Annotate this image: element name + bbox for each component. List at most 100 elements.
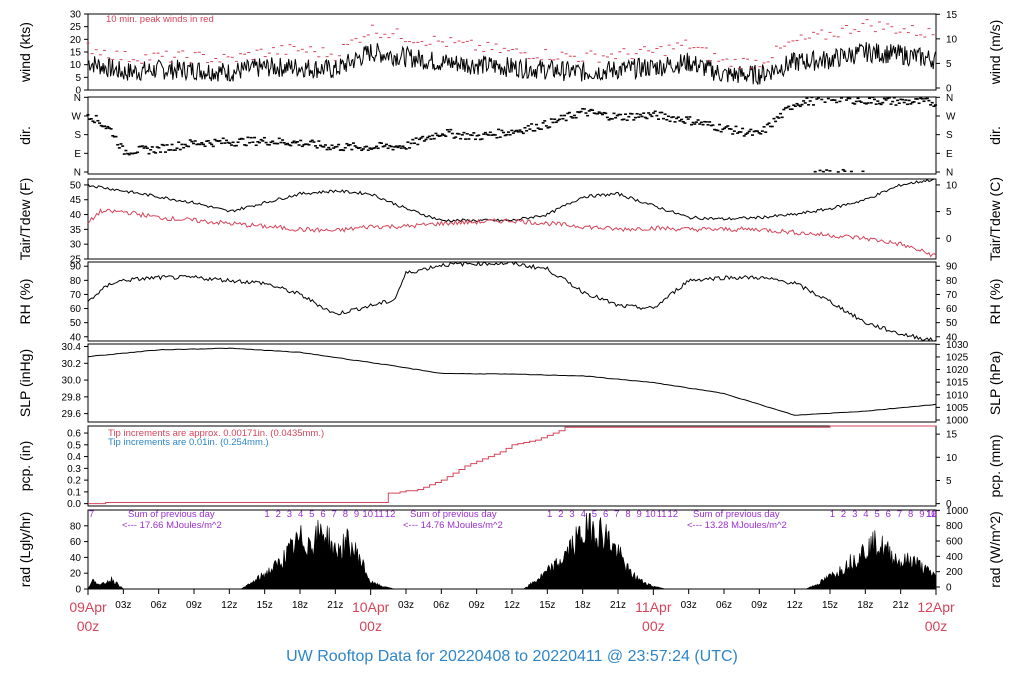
rad-sum-label: Sum of previous day [693, 509, 780, 520]
dir-tick-left-label: W [72, 111, 82, 122]
rh-panel-ytick-left-label: 90 [70, 262, 82, 273]
x-day-label: 09Apr [69, 599, 107, 615]
rh-panel-ytick-left-label: 70 [70, 290, 82, 301]
pcp-tick-left-label: 0.3 [67, 464, 81, 475]
slp-tick-left-label: 29.6 [62, 409, 82, 420]
pcp-tick-right-label: 0 [946, 499, 952, 510]
rad-hour-mark: 10 [926, 509, 937, 520]
rad-hour-mark: 10 [362, 509, 373, 520]
pcp-tick-left-label: 0.2 [67, 476, 81, 487]
rad-hour-mark: 1 [830, 509, 835, 520]
x-tick-label: 15z [257, 600, 273, 611]
rad-sum-value: <--- 14.76 MJoules/m^2 [403, 520, 503, 531]
slp-tick-left-label: 30.2 [62, 359, 82, 370]
rh-panel-ylabel-right: RH (%) [987, 279, 1003, 325]
pcp-note-blue: Tip increments are 0.01in. (0.254mm.) [108, 437, 269, 448]
x-day-label: 11Apr [635, 599, 672, 615]
wind-panel-ytick-right-label: 5 [946, 59, 952, 70]
wind-panel-ytick-left-label: 30 [70, 10, 82, 21]
rad-hour-mark: 5 [592, 509, 597, 520]
rad-panel-ytick-right-label: 400 [946, 552, 963, 563]
slp-panel-ytick-right-label: 1005 [946, 403, 969, 414]
rad-sum-value: <--- 17.66 MJoules/m^2 [122, 520, 222, 531]
slp-panel-ylabel-right: SLP (hPa) [987, 351, 1003, 415]
pcp-tick-left-label: 0.1 [67, 487, 81, 498]
chart-title: UW Rooftop Data for 20220408 to 20220411… [286, 648, 738, 665]
rad-hour-mark: 7 [614, 509, 619, 520]
rad-panel-ytick-right-label: 200 [946, 567, 963, 578]
dir-tick-right-label: W [946, 111, 956, 122]
rad-hour-mark: 9 [637, 509, 642, 520]
dir-tick-right-label: N [946, 168, 953, 179]
temp-panel-ytick-left-label: 30 [70, 240, 82, 251]
rad-hour-mark: 8 [343, 509, 348, 520]
rad-hour-mark: 12 [667, 509, 678, 520]
x-tick-label: 03z [115, 600, 131, 611]
rad-hour-mark: 3 [287, 509, 292, 520]
rad-panel-ytick-right-label: 1000 [946, 506, 969, 517]
x-tick-label: 06z [433, 600, 449, 611]
rad-hour-mark: 4 [581, 509, 586, 520]
rh-panel-frame [87, 261, 937, 342]
slp-panel-ytick-right-label: 1000 [946, 416, 969, 427]
rad-hour-mark: 2 [841, 509, 846, 520]
x-tick-label: 06z [151, 600, 167, 611]
rad-hour-mark: 12 [926, 509, 937, 520]
x-tick-label: 21z [327, 600, 343, 611]
rad-hour-mark: 9 [919, 509, 924, 520]
slp-tick-left-label: 29.8 [62, 392, 82, 403]
slp-panel-ytick-right-label: 1010 [946, 390, 969, 401]
rad-tick-left-label: 20 [70, 569, 82, 580]
rad-hour-mark: 3 [852, 509, 857, 520]
rad-hour-mark: 6 [886, 509, 891, 520]
temp-panel-ytick-left-label: 45 [70, 195, 82, 206]
wind-panel-ylabel-right: wind (m/s) [987, 20, 1003, 86]
wind-panel-ytick-left-label: 25 [70, 22, 82, 33]
temp-tick-right-label: 10 [946, 180, 958, 191]
pcp-tick-right-label: 10 [946, 453, 958, 464]
rad-hour-mark: 5 [874, 509, 879, 520]
slp-panel-ylabel-left: SLP (inHg) [17, 349, 33, 417]
rh-panel-ytick-left-label: 50 [70, 318, 82, 329]
rh-line [87, 260, 937, 342]
wind-panel-ytick-left-label: 5 [75, 73, 81, 84]
dir-panel-ylabel-left: dir. [17, 126, 33, 145]
rad-sum-label: Sum of previous day [128, 509, 215, 520]
x-tick-label: 18z [292, 600, 308, 611]
temp-panel-ylabel-left: Tair/Tdew (F) [17, 178, 33, 260]
slp-panel-ytick-right-label: 1030 [946, 340, 969, 351]
tair-line [87, 178, 936, 223]
rad-tick-left-label: 80 [70, 521, 82, 532]
rad-hour-mark: 6 [603, 509, 608, 520]
pcp-panel-ylabel-left: pcp. (in) [17, 441, 33, 492]
rh-tick-right-label: 80 [946, 276, 958, 287]
temp-panel-ylabel-right: Tair/Tdew (C) [987, 177, 1003, 261]
rh-panel-ytick-left-label: 40 [70, 332, 82, 343]
x-tick-label: 03z [398, 600, 414, 611]
rad-panel-ytick-right-label: 800 [946, 521, 963, 532]
dir-tick-left-label: N [74, 168, 81, 179]
slp-panel-ytick-right-label: 1020 [946, 365, 969, 376]
slp-tick-left-label: 30.4 [62, 342, 82, 353]
slp-panel-ytick-right-label: 1025 [946, 352, 969, 363]
x-tick-label: 21z [893, 600, 909, 611]
x-tick-label: 15z [539, 600, 555, 611]
rad-sum-label: Sum of previous day [410, 509, 497, 520]
rh-panel-ylabel-left: RH (%) [17, 279, 33, 325]
x-tick-label: 12z [504, 600, 520, 611]
rh-panel-ytick-left-label: 80 [70, 276, 82, 287]
x-day-hour: 00z [77, 618, 100, 634]
rad-hour-mark: 11 [926, 509, 936, 520]
rad-panel-ylabel-right: rad (W/m^2) [987, 511, 1003, 588]
rad-hour-mark: 5 [309, 509, 314, 520]
rad-hour-mark: 7 [89, 509, 94, 520]
temp-panel-frame [87, 178, 937, 260]
rad-tick-left-label: 0 [75, 585, 81, 596]
rad-tick-left-label: 60 [70, 537, 82, 548]
rh-tick-right-label: 50 [946, 318, 958, 329]
x-day-hour: 00z [642, 618, 665, 634]
rad-hour-mark: 11 [657, 509, 667, 520]
rad-hour-mark: 7 [897, 509, 902, 520]
x-tick-label: 09z [751, 600, 767, 611]
